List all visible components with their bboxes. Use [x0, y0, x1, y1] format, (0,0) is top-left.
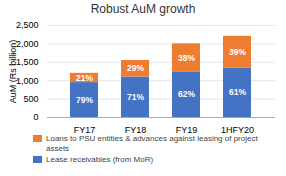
- svg-text:FY19: FY19: [176, 125, 198, 133]
- svg-text:71%: 71%: [127, 92, 144, 102]
- svg-text:39%: 39%: [229, 47, 246, 57]
- svg-text:29%: 29%: [127, 63, 144, 73]
- svg-text:AuM (Rs billion): AuM (Rs billion): [8, 40, 18, 104]
- svg-text:FY17: FY17: [74, 125, 96, 133]
- svg-text:1,000: 1,000: [16, 76, 39, 86]
- svg-text:500: 500: [23, 94, 38, 104]
- svg-text:38%: 38%: [178, 53, 195, 63]
- svg-text:62%: 62%: [178, 89, 195, 99]
- svg-text:21%: 21%: [76, 73, 93, 83]
- svg-text:FY18: FY18: [125, 125, 147, 133]
- html-text:Lease receivables (from MoR): Lease receivables (from MoR): [46, 155, 154, 164]
- html-text:Robust AuM growth: Robust AuM growth: [90, 2, 196, 16]
- svg-text:1HFY20: 1HFY20: [221, 125, 254, 133]
- svg-text:61%: 61%: [229, 87, 246, 97]
- svg-text:0: 0: [33, 112, 38, 122]
- svg-text:2,500: 2,500: [16, 20, 39, 30]
- html-text:Loans to PSU entities & advanc: Loans to PSU entities & advances against…: [46, 134, 258, 153]
- svg-text:79%: 79%: [76, 95, 93, 105]
- svg-text:1,500: 1,500: [16, 57, 39, 67]
- svg-text:2,000: 2,000: [16, 39, 39, 49]
